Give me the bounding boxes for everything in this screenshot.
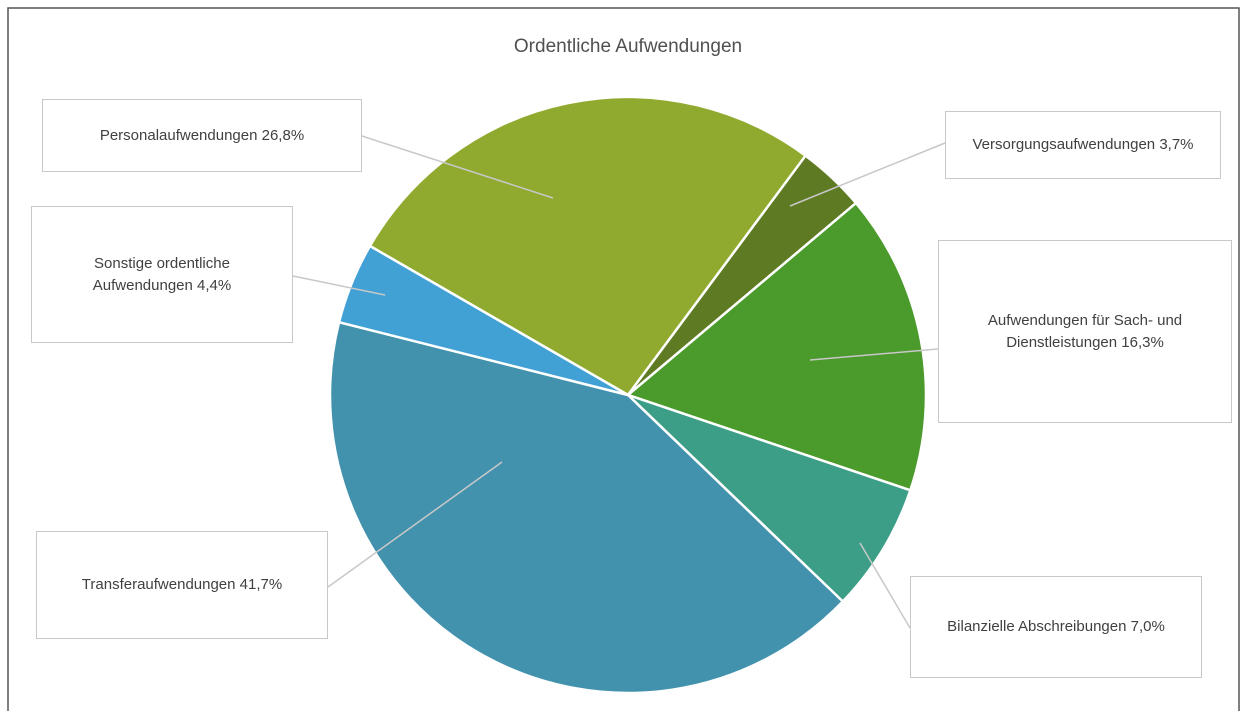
data-label: Bilanzielle Abschreibungen 7,0%: [910, 576, 1202, 678]
leader-line: [292, 275, 386, 296]
data-label-text: Aufwendungen für Sach- und Dienstleistun…: [955, 310, 1215, 354]
data-label: Personalaufwendungen 26,8%: [42, 99, 362, 172]
leader-line: [327, 461, 503, 588]
data-label: Aufwendungen für Sach- und Dienstleistun…: [938, 240, 1232, 423]
pie-slice: [368, 95, 808, 397]
category-label: Personalaufwendungen: [99, 126, 258, 144]
chart-title: Ordentliche Aufwendungen: [514, 36, 742, 57]
data-label-text: Versorgungsaufwendungen 3,7%: [963, 134, 1203, 156]
category-label: Sonstige ordentliche Aufwendungen: [92, 254, 230, 294]
leader-line: [361, 135, 554, 199]
category-label: Versorgungsaufwendungen: [972, 136, 1156, 154]
value-label: 16,3%: [1121, 333, 1164, 351]
leader-line: [809, 348, 939, 361]
value-label: 7,0%: [1130, 618, 1165, 636]
value-label: 3,7%: [1159, 136, 1194, 154]
data-label: Sonstige ordentliche Aufwendungen 4,4%: [31, 206, 293, 343]
value-label: 4,4%: [197, 276, 232, 294]
pie-slice: [337, 244, 629, 397]
data-label-text: Sonstige ordentliche Aufwendungen 4,4%: [67, 253, 257, 297]
data-label-text: Personalaufwendungen 26,8%: [52, 125, 352, 147]
category-label: Transferaufwendungen: [81, 576, 236, 594]
pie-slice: [627, 393, 912, 604]
pie-slice: [625, 201, 928, 492]
pie-slice: [328, 320, 845, 695]
value-label: 41,7%: [239, 576, 283, 594]
category-label: Aufwendungen für Sach- und Dienstleistun…: [987, 311, 1183, 351]
leader-line: [859, 542, 911, 629]
category-label: Bilanzielle Abschreibungen: [947, 618, 1127, 636]
value-label: 26,8%: [261, 126, 305, 144]
data-label: Versorgungsaufwendungen 3,7%: [945, 111, 1221, 179]
data-label-text: Transferaufwendungen 41,7%: [42, 574, 322, 596]
leader-line: [789, 142, 946, 207]
data-label: Transferaufwendungen 41,7%: [36, 531, 328, 639]
data-label-text: Bilanzielle Abschreibungen 7,0%: [931, 616, 1181, 638]
